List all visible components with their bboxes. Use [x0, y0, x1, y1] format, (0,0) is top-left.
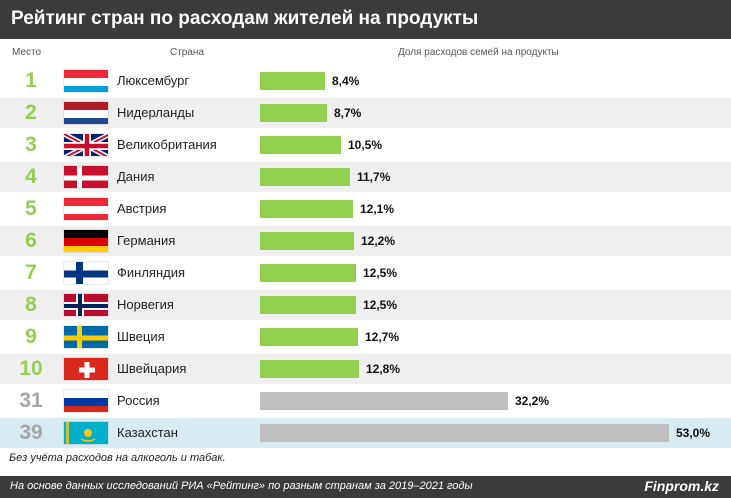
table-row: 9 Швеция 12,7% [0, 322, 731, 352]
data-label: 53,0% [676, 426, 711, 440]
data-label: 12,5% [363, 298, 398, 312]
data-label: 11,7% [357, 170, 391, 184]
table-row: 4 Дания 11,7% [0, 162, 731, 192]
germany-flag-icon [63, 229, 109, 253]
country-label: Великобритания [117, 137, 217, 152]
table-row: 5 Австрия 12,1% [0, 194, 731, 224]
table-row: 10 Швейцария 12,8% [0, 354, 731, 384]
data-label: 12,5% [363, 266, 398, 280]
bar [260, 232, 354, 250]
brand-logo: Finprom.kz [644, 478, 719, 494]
rank-label: 10 [19, 357, 43, 380]
table-row: 3 Великобритания 10,5% [0, 130, 731, 160]
country-label: Финляндия [117, 265, 186, 280]
footer-bar: На основе данных исследований РИА «Рейти… [0, 476, 731, 498]
column-header-share: Доля расходов семей на продукты [398, 47, 559, 58]
kazakhstan-flag-icon [63, 421, 109, 445]
rank-label: 39 [19, 421, 43, 444]
rank-label: 7 [25, 261, 37, 284]
table-row: 8 Норвегия 12,5% [0, 290, 731, 320]
bar [260, 328, 358, 346]
column-header-country: Страна [170, 47, 205, 58]
bar [260, 72, 325, 90]
country-label: Норвегия [117, 297, 174, 312]
luxembourg-flag-icon [63, 69, 109, 93]
netherlands-flag-icon [63, 101, 109, 125]
country-label: Казахстан [117, 425, 178, 440]
bar [260, 200, 353, 218]
russia-flag-icon [63, 389, 109, 413]
bar [260, 360, 359, 378]
data-label: 12,2% [361, 234, 396, 248]
country-label: Австрия [117, 201, 167, 216]
rank-label: 3 [25, 133, 37, 156]
country-label: Нидерланды [117, 105, 195, 120]
rank-label: 2 [25, 101, 37, 124]
data-label: 12,1% [360, 202, 395, 216]
rank-label: 5 [25, 197, 37, 220]
table-row: 6 Германия 12,2% [0, 226, 731, 256]
country-label: Германия [117, 233, 176, 248]
country-label: Швеция [117, 329, 165, 344]
bar [260, 264, 356, 282]
finland-flag-icon [63, 261, 109, 285]
table-row: 1 Люксембург 8,4% [0, 66, 731, 96]
uk-flag-icon [63, 133, 109, 157]
data-label: 8,4% [332, 74, 360, 88]
data-label: 10,5% [348, 138, 383, 152]
country-label: Швейцария [117, 361, 187, 376]
data-label: 8,7% [334, 106, 362, 120]
switzerland-flag-icon [63, 357, 109, 381]
norway-flag-icon [63, 293, 109, 317]
rank-label: 9 [25, 325, 37, 348]
rank-label: 1 [25, 69, 37, 92]
bar [260, 392, 508, 410]
austria-flag-icon [63, 197, 109, 221]
country-label: Люксембург [117, 73, 190, 88]
table-row: 2 Нидерланды 8,7% [0, 98, 731, 128]
chart-title: Рейтинг стран по расходам жителей на про… [0, 0, 731, 39]
rank-label: 8 [25, 293, 37, 316]
table-row: 7 Финляндия 12,5% [0, 258, 731, 288]
bar [260, 104, 327, 122]
bar [260, 424, 669, 442]
bar [260, 136, 341, 154]
source-text: На основе данных исследований РИА «Рейти… [10, 480, 473, 492]
rank-label: 4 [25, 165, 37, 188]
data-label: 32,2% [515, 394, 550, 408]
bar [260, 296, 356, 314]
rank-label: 31 [19, 389, 43, 412]
table-row: 39 Казахстан 53,0% [0, 418, 731, 448]
sweden-flag-icon [63, 325, 109, 349]
footnote: Без учёта расходов на алкоголь и табак. [9, 452, 226, 464]
denmark-flag-icon [63, 165, 109, 189]
data-label: 12,7% [365, 330, 400, 344]
country-label: Дания [117, 169, 155, 184]
rank-label: 6 [25, 229, 37, 252]
table-row: 31 Россия 32,2% [0, 386, 731, 416]
country-label: Россия [117, 393, 160, 408]
column-header-place: Место [12, 47, 42, 58]
data-label: 12,8% [366, 362, 401, 376]
bar [260, 168, 350, 186]
